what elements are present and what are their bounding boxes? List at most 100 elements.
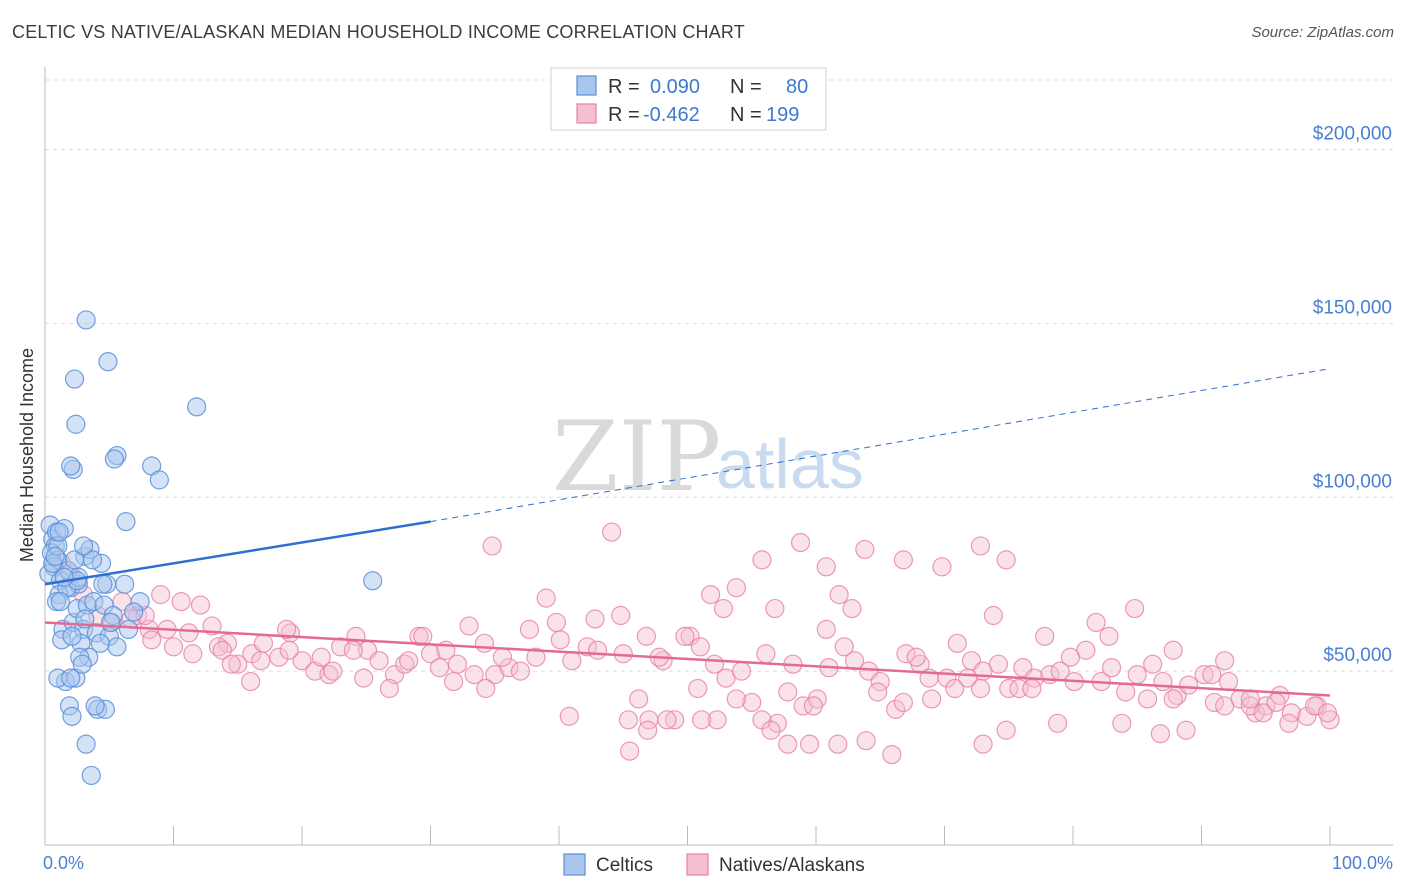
native-point (1279, 713, 1299, 733)
native-point (1127, 665, 1147, 685)
native-point (816, 557, 836, 577)
native-point (577, 637, 597, 657)
native-point (179, 623, 199, 643)
native-point (151, 585, 171, 605)
bottom-legend-celtics: Celtics (596, 855, 653, 876)
native-point (713, 598, 734, 619)
native-point (202, 616, 222, 636)
celtic-point (64, 369, 85, 389)
native-point (585, 609, 605, 629)
native-point (906, 647, 926, 667)
native-point (657, 710, 677, 730)
native-point (1099, 626, 1119, 646)
native-point (429, 658, 450, 678)
native-point (1204, 692, 1224, 713)
native-point (1163, 689, 1183, 709)
correlation-legend: R = 0.090 N = 80 R = -0.462 N = 199 (550, 67, 827, 131)
native-point (1022, 678, 1042, 699)
y-tick-label: $50,000 (1323, 645, 1392, 666)
native-point (1218, 671, 1239, 692)
y-tick-labels: $50,000 $100,000 $150,000 $200,000 (1313, 124, 1392, 667)
native-point (1202, 665, 1222, 685)
source-label: Source: ZipAtlas.com (1251, 24, 1394, 41)
native-point (550, 630, 570, 650)
trendlines (44, 368, 1331, 697)
native-point (171, 591, 191, 612)
native-point (983, 605, 1003, 626)
native-point (816, 619, 836, 640)
legend-n-value-1: 80 (786, 76, 808, 98)
native-point (241, 671, 261, 692)
celtic-point (62, 626, 82, 646)
celtic-point (62, 706, 82, 726)
axes (44, 67, 1393, 846)
native-points (52, 522, 1340, 765)
native-point (1194, 665, 1214, 685)
native-point (680, 626, 700, 646)
native-point (587, 640, 608, 660)
celtic-point (76, 734, 96, 754)
native-point (799, 734, 820, 754)
watermark-zip: ZIP (552, 401, 721, 513)
celtic-point (100, 612, 121, 633)
native-point (765, 598, 785, 619)
native-point (482, 536, 502, 556)
x-tick-labels: 0.0% 100.0% (43, 853, 1393, 873)
native-point (675, 626, 695, 646)
native-point (707, 710, 727, 730)
celtic-trendline (44, 520, 431, 586)
legend-r-label-2: R = (608, 104, 640, 126)
x-tick-label-max: 100.0% (1332, 853, 1393, 873)
legend-swatch-celtics (576, 75, 597, 96)
celtic-point (98, 352, 118, 372)
native-point (1116, 682, 1136, 702)
native-point (447, 654, 468, 674)
native-point (379, 678, 399, 699)
native-point (996, 720, 1016, 740)
celtic-point (124, 602, 144, 622)
native-point (279, 640, 299, 660)
native-point (665, 710, 685, 730)
celtic-point (82, 550, 103, 570)
native-point (882, 744, 902, 765)
native-point (999, 678, 1019, 699)
native-point (1101, 658, 1122, 678)
series-legend: Celtics Natives/Alaskans (563, 853, 865, 876)
y-tick-label: $200,000 (1313, 124, 1392, 145)
native-point (1047, 713, 1068, 733)
native-point (343, 640, 363, 660)
native-point (354, 668, 374, 688)
y-axis-title: Median Household Income (17, 348, 37, 562)
native-point (829, 585, 849, 605)
celtic-point (76, 310, 96, 330)
celtic-point (116, 512, 136, 532)
legend-r-label-1: R = (608, 76, 640, 98)
native-point (611, 605, 631, 626)
native-point (922, 689, 942, 709)
native-point (1317, 703, 1338, 723)
native-point (886, 699, 906, 719)
x-tick-label-min: 0.0% (43, 853, 84, 873)
native-point (510, 661, 531, 681)
native-point (190, 595, 211, 615)
native-point (142, 630, 162, 650)
celtic-point (45, 546, 65, 566)
y-tick-label: $100,000 (1313, 471, 1392, 492)
native-point (292, 651, 312, 671)
native-point (988, 654, 1009, 674)
native-point (444, 671, 464, 692)
celtic-point (66, 414, 86, 434)
celtic-point (72, 654, 92, 674)
celtic-point (149, 470, 169, 490)
native-point (636, 626, 656, 646)
bottom-legend-natives: Natives/Alaskans (719, 855, 865, 876)
native-point (602, 522, 622, 542)
native-point (761, 720, 781, 740)
native-point (1266, 692, 1286, 713)
chart-title: CELTIC VS NATIVE/ALASKAN MEDIAN HOUSEHOL… (12, 22, 745, 42)
celtic-point (61, 456, 81, 476)
celtic-point (50, 591, 71, 612)
native-point (973, 734, 993, 754)
native-point (1215, 651, 1235, 671)
native-point (842, 598, 862, 619)
